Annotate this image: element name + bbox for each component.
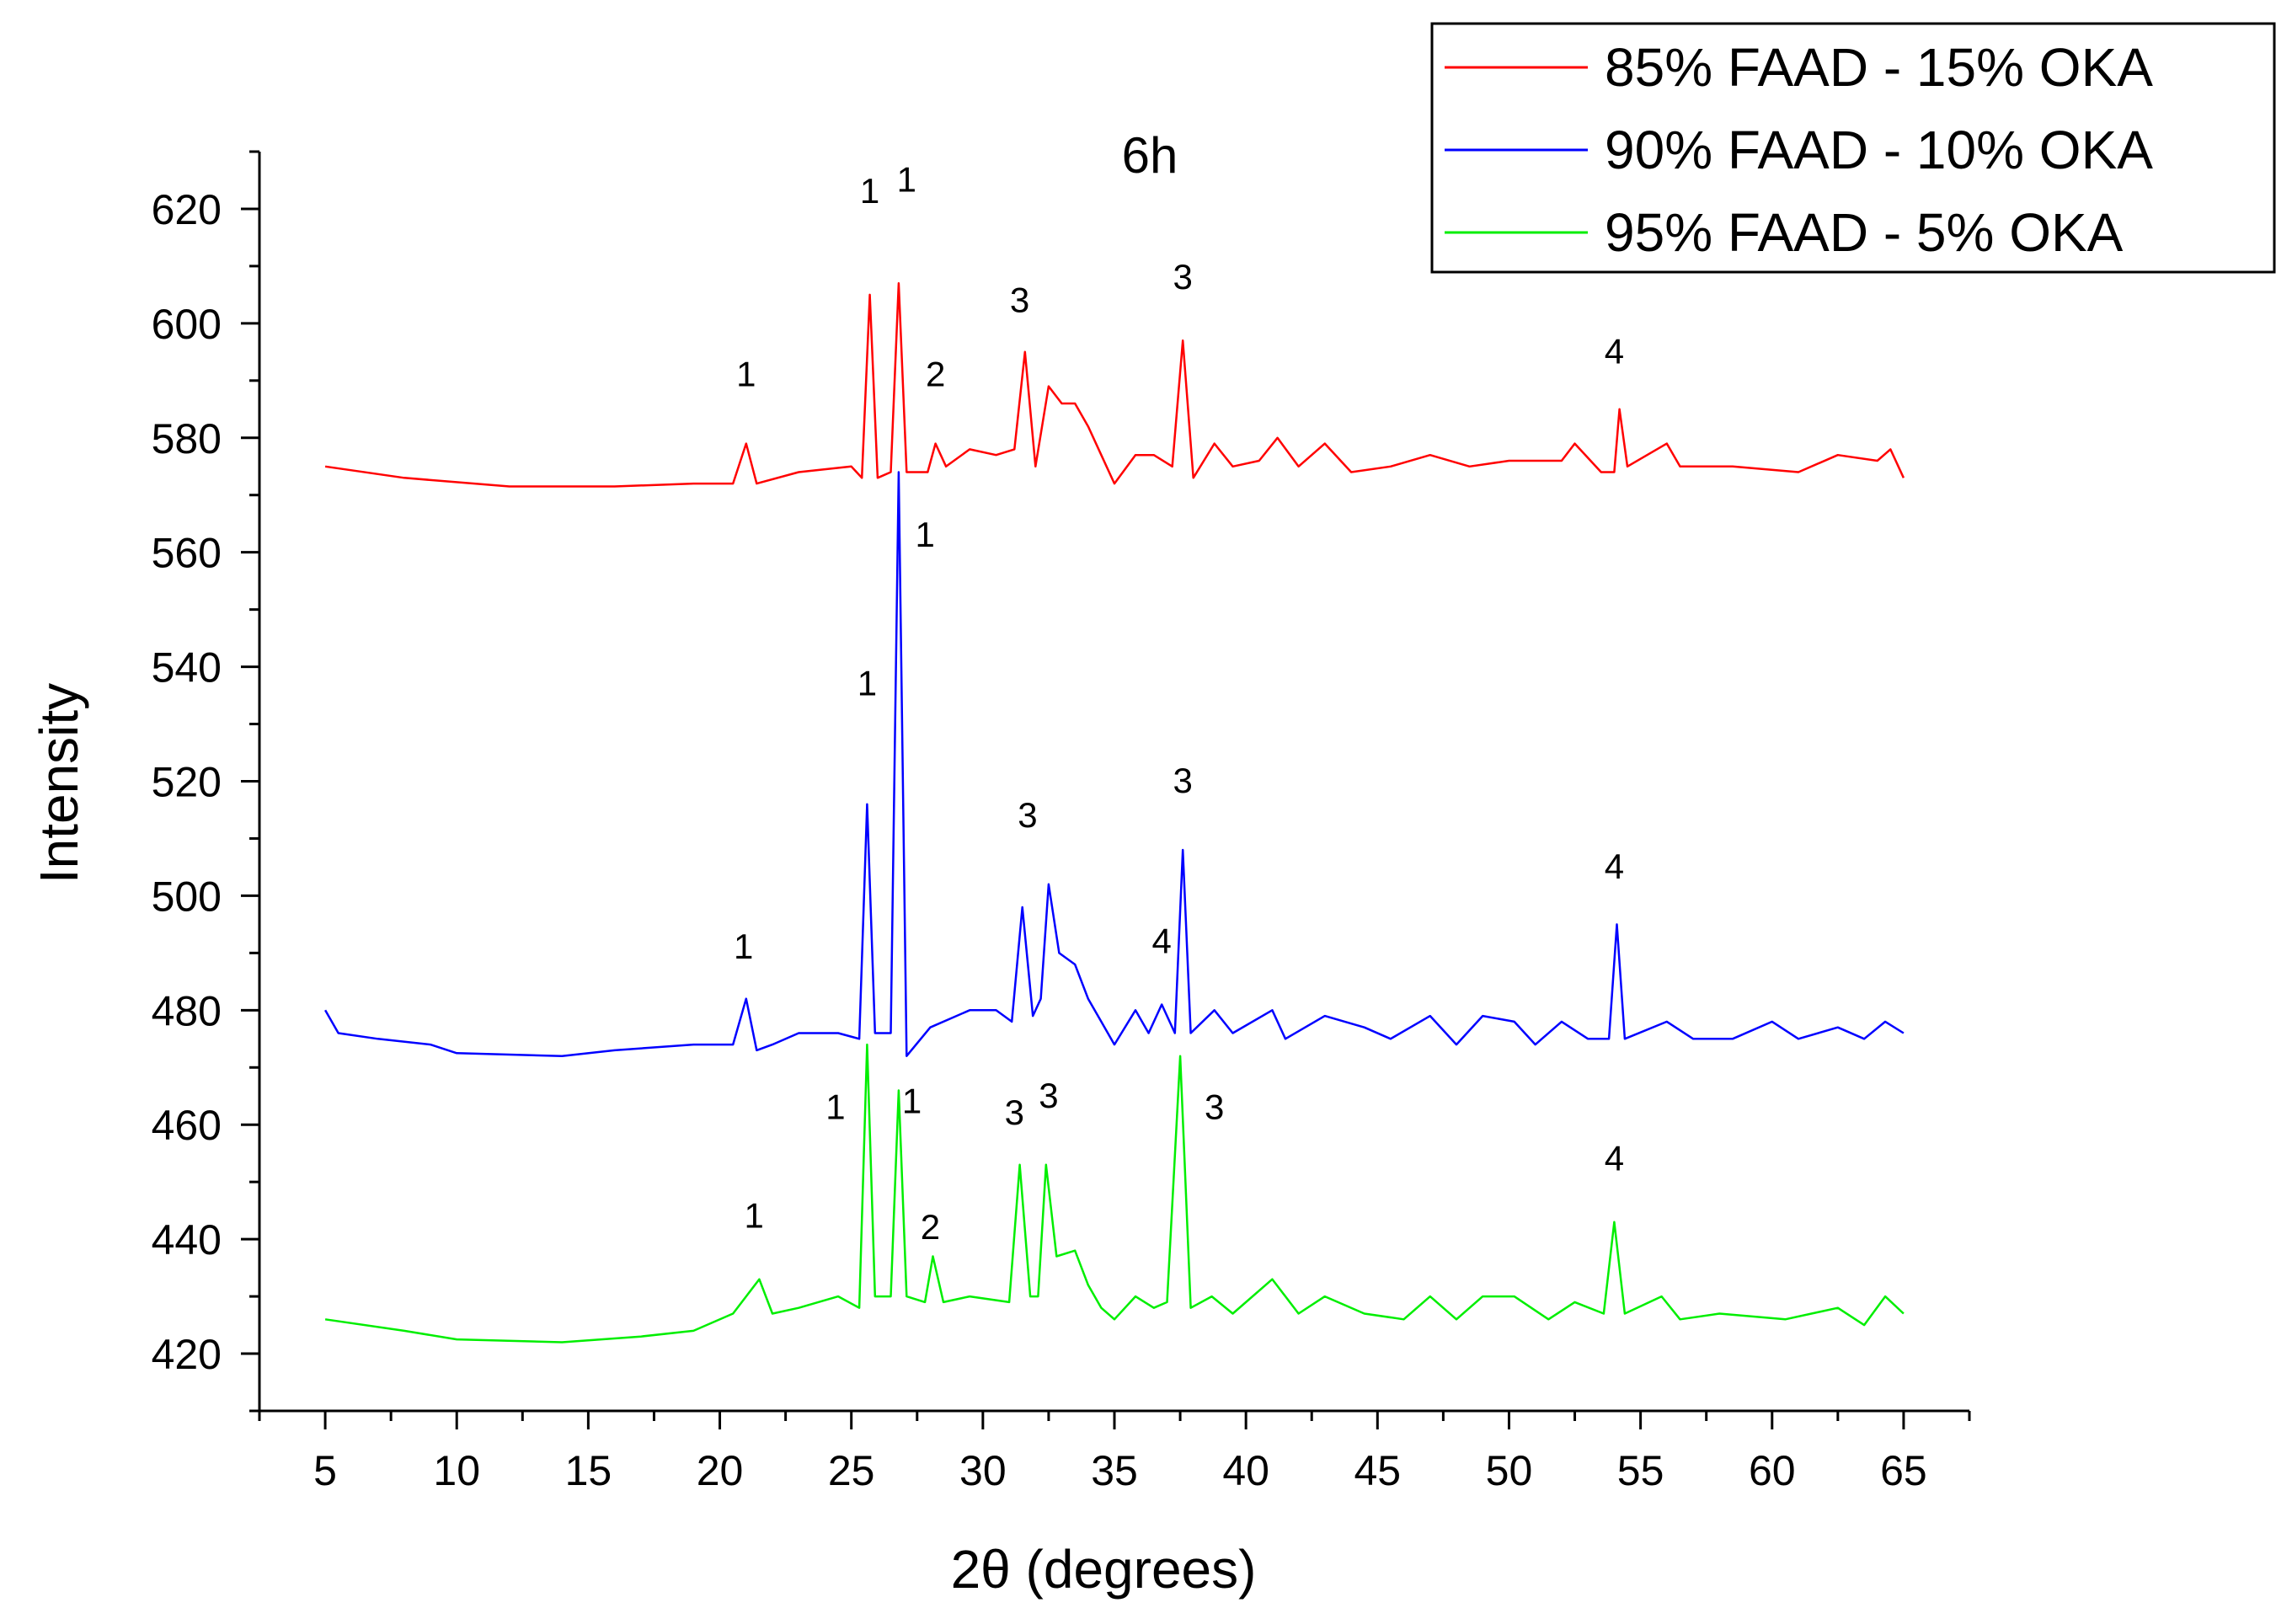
plot-title: 6h [1122, 127, 1178, 184]
y-tick-label: 420 [152, 1331, 222, 1378]
peak-label: 1 [915, 515, 934, 554]
x-tick-label: 30 [959, 1447, 1007, 1494]
series-line-1 [324, 282, 1905, 488]
y-tick-label: 620 [152, 186, 222, 233]
legend-label-1: 85% FAAD - 15% OKA [1605, 37, 2153, 98]
x-tick-label: 10 [433, 1447, 480, 1494]
peak-label: 1 [860, 171, 879, 211]
peak-label: 1 [825, 1087, 845, 1126]
peak-label: 3 [1205, 1087, 1224, 1126]
series-line-2 [324, 471, 1905, 1057]
y-tick-label: 500 [152, 873, 222, 920]
peak-label: 4 [1605, 847, 1624, 886]
x-tick-label: 60 [1749, 1447, 1796, 1494]
peak-label: 3 [1173, 257, 1193, 296]
y-tick-label: 580 [152, 415, 222, 462]
peak-label: 3 [1005, 1092, 1024, 1132]
x-axis-title: 2θ (degrees) [951, 1539, 1257, 1600]
y-tick-label: 480 [152, 987, 222, 1034]
y-tick-label: 460 [152, 1102, 222, 1149]
series-line-3 [324, 1043, 1905, 1344]
peak-label: 1 [736, 355, 756, 394]
x-tick-label: 55 [1617, 1447, 1664, 1494]
peak-label: 4 [1605, 1139, 1624, 1178]
x-tick-label: 20 [697, 1447, 744, 1494]
peak-label: 3 [1010, 280, 1029, 319]
x-tick-label: 35 [1091, 1447, 1138, 1494]
peak-label: 1 [744, 1196, 763, 1236]
x-tick-label: 50 [1486, 1447, 1533, 1494]
y-tick-label: 520 [152, 759, 222, 806]
y-tick-label: 600 [152, 301, 222, 348]
legend-label-2: 90% FAAD - 10% OKA [1605, 120, 2153, 180]
legend: 85% FAAD - 15% OKA 90% FAAD - 10% OKA 95% … [1430, 22, 2276, 274]
peak-label: 2 [926, 355, 945, 394]
peak-label: 3 [1173, 761, 1193, 800]
legend-box [1430, 22, 2276, 274]
y-tick-label: 560 [152, 530, 222, 577]
x-tick-label: 5 [313, 1447, 337, 1494]
legend-label-3: 95% FAAD - 5% OKA [1605, 202, 2124, 263]
y-tick-label: 540 [152, 644, 222, 692]
peak-label: 1 [897, 160, 916, 200]
peak-label: 3 [1018, 795, 1037, 835]
peak-label: 4 [1605, 331, 1624, 371]
ticks: 5 10 15 20 25 30 35 40 45 50 55 60 65420440460480500… [152, 150, 1971, 1494]
series-lines [324, 282, 1905, 1344]
x-tick-label: 45 [1354, 1447, 1401, 1494]
y-tick-label: 440 [152, 1216, 222, 1263]
x-tick-label: 15 [565, 1447, 612, 1494]
peak-label: 1 [734, 927, 753, 966]
peak-label: 1 [902, 1082, 922, 1121]
peak-label: 3 [1039, 1076, 1058, 1115]
x-tick-label: 25 [828, 1447, 875, 1494]
x-tick-label: 40 [1222, 1447, 1269, 1494]
y-axis-title: Intensity [29, 683, 89, 884]
x-tick-label: 65 [1880, 1447, 1927, 1494]
peak-label: 2 [921, 1207, 940, 1247]
peak-label: 4 [1152, 921, 1172, 960]
peak-label: 1 [857, 664, 877, 703]
